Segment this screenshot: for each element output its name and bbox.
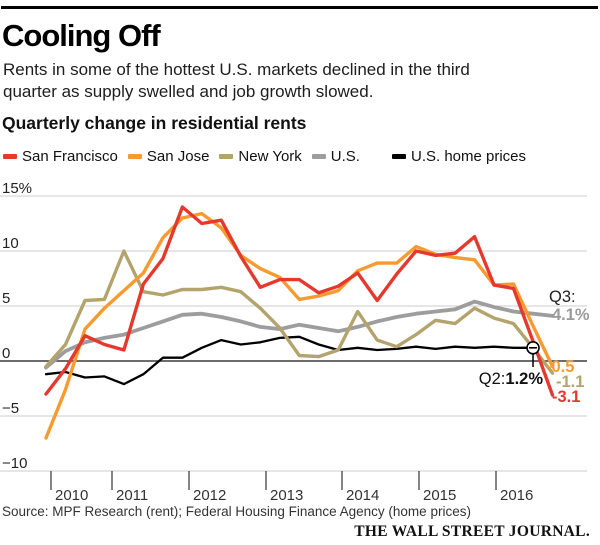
wsj-wordmark: THE WALL STREET JOURNAL. [354, 523, 590, 540]
y-tick-10: 10 [2, 235, 19, 252]
x-tick-2013: 2013 [270, 487, 303, 504]
line-san-jose [44, 211, 555, 440]
line-u-s-home-prices [44, 335, 535, 386]
data-series [44, 205, 555, 440]
san-francisco-swatch-icon [3, 154, 17, 159]
gridlines [0, 195, 587, 472]
new-york-end-value: -1.1 [556, 373, 584, 391]
x-tick-2016: 2016 [500, 487, 533, 504]
legend-label: New York [238, 148, 302, 165]
y-tick-15: 15% [2, 180, 32, 197]
san-jose-end-value: -0.5 [546, 358, 574, 376]
x-tick-2011: 2011 [116, 487, 148, 504]
x-tick-2012: 2012 [193, 487, 226, 504]
y-tick-neg5: −5 [2, 400, 19, 417]
q3-annotation-label: Q3: [549, 288, 576, 306]
x-tick-2014: 2014 [346, 487, 379, 504]
source-note: Source: MPF Research (rent); Federal Hou… [2, 504, 471, 519]
san-jose-swatch-icon [127, 154, 142, 159]
line-new-york [44, 249, 555, 375]
line-u-s- [44, 299, 555, 370]
x-axis-ticks [50, 471, 497, 490]
subtitle-line-1: Rents in some of the hottest U.S. market… [3, 60, 470, 79]
page-title: Cooling Off [2, 18, 161, 53]
subtitle-line-2: quarter as supply swelled and job growth… [3, 81, 374, 101]
legend-label: San Jose [146, 148, 210, 165]
q2-annotation-label: Q2: [479, 370, 506, 388]
subtitle: Rents in some of the hottest U.S. market… [3, 59, 470, 102]
q2-annotation: Q2:1.2% [479, 370, 544, 388]
top-rule-divider [1, 6, 598, 9]
us-swatch-icon [311, 154, 326, 159]
chart-subtitle: Quarterly change in residential rents [2, 113, 307, 133]
q2-annotation-value: 1.2% [505, 370, 543, 388]
chart-legend: San Francisco San Jose New York U.S. U.S… [3, 148, 536, 165]
x-tick-2015: 2015 [423, 487, 456, 504]
y-tick-neg10: −10 [2, 455, 27, 472]
y-tick-5: 5 [2, 290, 10, 307]
legend-label: U.S. [330, 148, 360, 165]
q2-marker-group [526, 340, 540, 367]
legend-label: U.S. home prices [410, 148, 527, 165]
san-francisco-end-value: -3.1 [552, 388, 580, 406]
legend-label: San Francisco [22, 148, 118, 165]
us-end-value: 4.1% [552, 306, 590, 324]
legend-item-new-york: New York [219, 148, 302, 165]
legend-item-us: U.S. [311, 148, 360, 165]
new-york-swatch-icon [219, 154, 234, 159]
legend-item-san-francisco: San Francisco [3, 148, 118, 165]
line-san-francisco [44, 205, 555, 397]
legend-item-us-home-prices: U.S. home prices [391, 148, 527, 165]
us-home-prices-swatch-icon [391, 154, 406, 159]
x-tick-2010: 2010 [55, 487, 88, 504]
legend-item-san-jose: San Jose [127, 148, 210, 165]
y-tick-0: 0 [2, 345, 10, 362]
